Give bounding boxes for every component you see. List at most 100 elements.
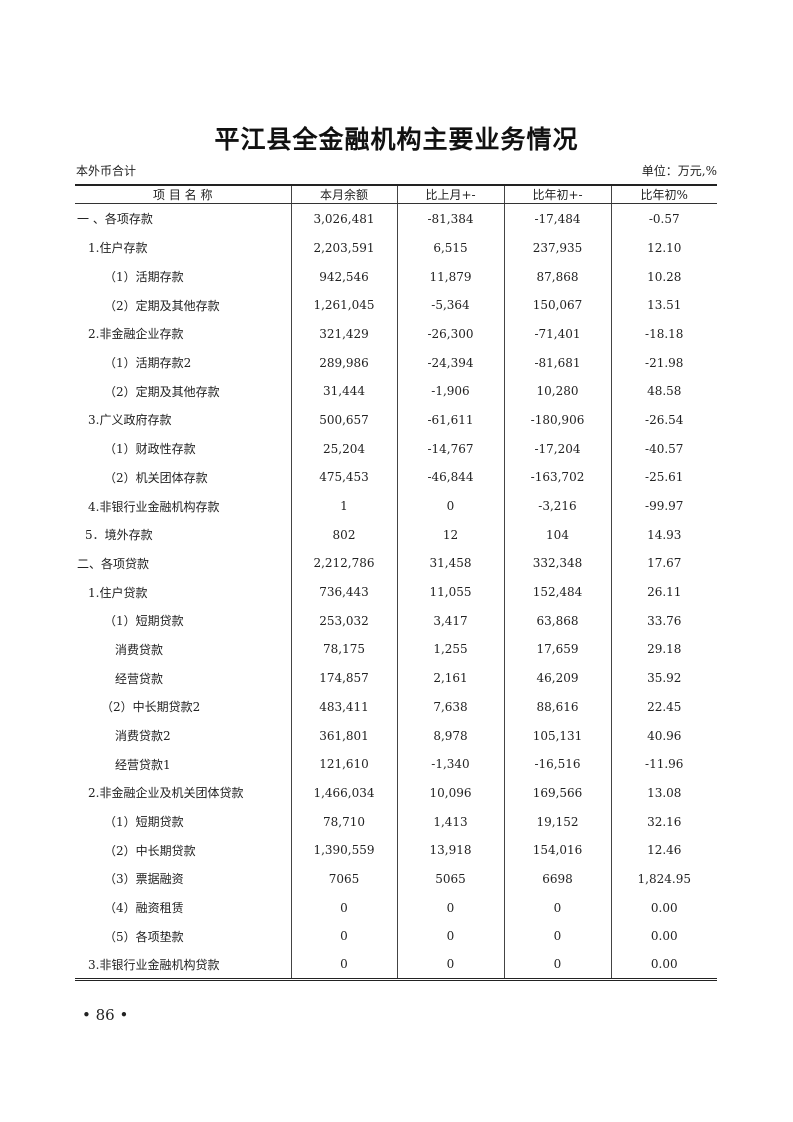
cell-vs-year-start: 0	[503, 922, 611, 951]
cell-month-balance: 483,411	[290, 692, 397, 722]
cell-vs-last-month: 8,978	[396, 721, 504, 750]
table-header-row: 项 目 名 称 本月余额 比上月+- 比年初+- 比年初%	[75, 184, 717, 204]
table-row: （2）定期及其他存款 1,261,045 -5,364 150,067 13.51	[75, 290, 717, 320]
cell-vs-year-start: 63,868	[503, 606, 611, 636]
cell-month-balance: 1,390,559	[290, 835, 397, 865]
cell-vs-year-start-pct: 14.93	[610, 520, 717, 550]
cell-vs-year-start: 104	[503, 520, 611, 550]
cell-vs-last-month: 1,255	[396, 635, 504, 664]
cell-vs-year-start-pct: -25.61	[610, 463, 717, 492]
cell-vs-year-start: 17,659	[503, 635, 611, 664]
cell-month-balance: 361,801	[290, 721, 397, 750]
row-item-name: 经营贷款	[115, 671, 164, 686]
table-row: （1）短期贷款 253,032 3,417 63,868 33.76	[75, 606, 717, 636]
cell-vs-year-start: 87,868	[503, 262, 611, 291]
cell-month-balance: 736,443	[290, 577, 397, 607]
cell-vs-last-month: 11,055	[396, 577, 504, 607]
table-row: 消费贷款2 361,801 8,978 105,131 40.96	[75, 721, 717, 750]
row-item-name: 经营贷款1	[115, 757, 171, 772]
cell-month-balance: 7065	[290, 864, 397, 894]
cell-month-balance: 253,032	[290, 606, 397, 636]
cell-month-balance: 500,657	[290, 405, 397, 435]
row-item-name: （2）中长期贷款	[104, 843, 196, 858]
row-item-name: 3.广义政府存款	[88, 413, 172, 428]
table-row: 3.广义政府存款 500,657 -61,611 -180,906 -26.54	[75, 405, 717, 435]
cell-vs-year-start-pct: 13.08	[610, 778, 717, 808]
cell-month-balance: 78,710	[290, 807, 397, 836]
row-item-name: 5．境外存款	[85, 528, 153, 543]
cell-vs-year-start-pct: -11.96	[610, 749, 717, 779]
table-row: （3）票据融资 7065 5065 6698 1,824.95	[75, 864, 717, 894]
table-row: （2）中长期贷款 1,390,559 13,918 154,016 12.46	[75, 835, 717, 865]
row-item-name: （1）活期存款2	[104, 356, 192, 371]
cell-vs-year-start: 154,016	[503, 835, 611, 865]
cell-vs-year-start-pct: -0.57	[610, 203, 717, 234]
cell-vs-last-month: 0	[396, 950, 504, 981]
cell-vs-last-month: -26,300	[396, 319, 504, 349]
row-item-name: 二、各项贷款	[77, 556, 150, 571]
cell-month-balance: 321,429	[290, 319, 397, 349]
row-item-name: 消费贷款	[115, 642, 164, 657]
financial-business-table: 项 目 名 称 本月余额 比上月+- 比年初+- 比年初% 一 、各项存款 3,0…	[75, 184, 717, 981]
table-row: 2.非金融企业及机关团体贷款 1,466,034 10,096 169,566 13.0…	[75, 778, 717, 808]
cell-month-balance: 0	[290, 950, 397, 981]
cell-month-balance: 2,212,786	[290, 549, 397, 578]
row-item-name: （2）定期及其他存款	[104, 384, 220, 399]
cell-vs-year-start: 0	[503, 950, 611, 981]
cell-month-balance: 2,203,591	[290, 233, 397, 263]
cell-vs-year-start-pct: -21.98	[610, 348, 717, 377]
cell-month-balance: 78,175	[290, 635, 397, 664]
cell-vs-year-start: 46,209	[503, 663, 611, 693]
table-row: （2）机关团体存款 475,453 -46,844 -163,702 -25.61	[75, 463, 717, 492]
cell-month-balance: 0	[290, 922, 397, 951]
column-header-vs-last-month: 比上月+-	[396, 184, 504, 204]
row-item-name: 一 、各项存款	[77, 212, 153, 227]
cell-vs-last-month: 0	[396, 491, 504, 521]
cell-month-balance: 1,261,045	[290, 290, 397, 320]
cell-vs-year-start-pct: 1,824.95	[610, 864, 717, 894]
table-row: （5）各项垫款 0 0 0 0.00	[75, 922, 717, 951]
cell-vs-last-month: 0	[396, 893, 504, 922]
cell-vs-last-month: -46,844	[396, 463, 504, 492]
cell-vs-year-start-pct: 35.92	[610, 663, 717, 693]
row-item-name: 2.非金融企业存款	[88, 327, 184, 342]
cell-vs-year-start-pct: 22.45	[610, 692, 717, 722]
table-row: （1）短期贷款 78,710 1,413 19,152 32.16	[75, 807, 717, 836]
cell-month-balance: 289,986	[290, 348, 397, 377]
row-item-name: 1.住户存款	[88, 241, 148, 256]
currency-scope-label: 本外币合计	[76, 164, 137, 178]
cell-vs-year-start: 88,616	[503, 692, 611, 722]
cell-month-balance: 802	[290, 520, 397, 550]
cell-vs-year-start-pct: -18.18	[610, 319, 717, 349]
table-row: （1）活期存款 942,546 11,879 87,868 10.28	[75, 262, 717, 291]
cell-vs-year-start-pct: 29.18	[610, 635, 717, 664]
row-item-name: （2）机关团体存款	[104, 470, 208, 485]
cell-month-balance: 1	[290, 491, 397, 521]
cell-vs-year-start: -81,681	[503, 348, 611, 377]
cell-vs-year-start-pct: 32.16	[610, 807, 717, 836]
cell-vs-year-start: 0	[503, 893, 611, 922]
cell-vs-last-month: 13,918	[396, 835, 504, 865]
cell-vs-last-month: -1,340	[396, 749, 504, 779]
cell-vs-year-start-pct: 0.00	[610, 950, 717, 981]
cell-vs-year-start-pct: 0.00	[610, 893, 717, 922]
cell-vs-year-start: 105,131	[503, 721, 611, 750]
table-row: （1）财政性存款 25,204 -14,767 -17,204 -40.57	[75, 434, 717, 463]
cell-vs-year-start: 169,566	[503, 778, 611, 808]
cell-vs-year-start: -163,702	[503, 463, 611, 492]
cell-vs-year-start: -17,204	[503, 434, 611, 463]
unit-label: 单位：万元,%	[641, 164, 717, 178]
cell-vs-year-start-pct: -26.54	[610, 405, 717, 435]
row-item-name: （1）财政性存款	[104, 442, 196, 457]
cell-vs-last-month: 11,879	[396, 262, 504, 291]
row-item-name: 消费贷款2	[115, 729, 171, 744]
table-row: 1.住户贷款 736,443 11,055 152,484 26.11	[75, 577, 717, 607]
row-item-name: （3）票据融资	[104, 872, 184, 887]
cell-vs-last-month: 2,161	[396, 663, 504, 693]
cell-month-balance: 942,546	[290, 262, 397, 291]
row-item-name: 2.非金融企业及机关团体贷款	[88, 786, 244, 801]
table-row: （4）融资租赁 0 0 0 0.00	[75, 893, 717, 922]
row-item-name: 1.住户贷款	[88, 585, 148, 600]
cell-vs-year-start-pct: 12.46	[610, 835, 717, 865]
table-row: 1.住户存款 2,203,591 6,515 237,935 12.10	[75, 233, 717, 263]
